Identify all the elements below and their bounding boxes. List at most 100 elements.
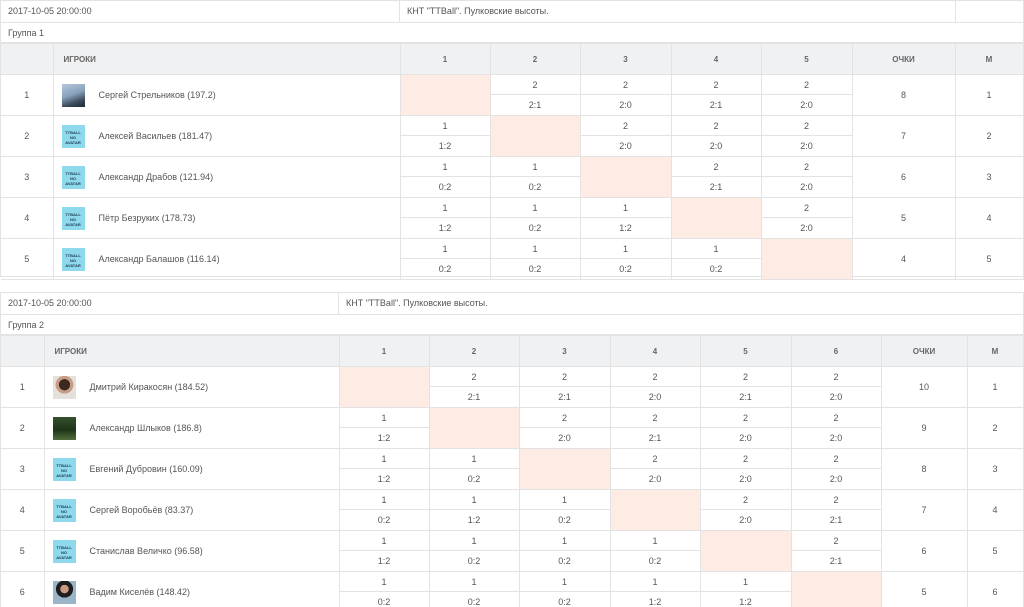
match-points: 1 — [429, 531, 519, 551]
match-result-cell: 1 0:2 — [399, 238, 491, 280]
player-points: 5 — [880, 571, 968, 607]
self-match-cell — [399, 74, 491, 116]
match-points: 2 — [580, 116, 671, 136]
header-opponent-1: 1 — [399, 43, 491, 75]
player-cell: Александр Шлыков (186.8) — [43, 407, 340, 449]
match-result-cell: 2 2:0 — [760, 115, 853, 157]
match-result-cell: 2 2:1 — [670, 74, 762, 116]
self-match-cell — [699, 530, 792, 572]
player-points: 9 — [880, 407, 968, 449]
player-cell: TTBALL NO AVATAR Сергей Воробьёв (83.37) — [43, 489, 340, 531]
player-number: 5 — [1, 238, 54, 280]
player-name[interactable]: Александр Балашов (116.14) — [98, 253, 220, 264]
match-score: 2:0 — [829, 392, 843, 402]
header-opponent-2: 2 — [428, 335, 520, 367]
match-result-cell: 2 2:0 — [760, 74, 853, 116]
player-points: 8 — [880, 448, 968, 490]
match-points: 2 — [761, 198, 852, 218]
table-row: 4 TTBALL NO AVATAR Пётр Безруких (178.73) 1 1:… — [1, 197, 1024, 239]
match-result-cell: 2 2:0 — [790, 366, 882, 408]
player-place: 3 — [966, 448, 1024, 490]
match-result-cell: 2 2:0 — [670, 115, 762, 157]
match-score: 0:2 — [648, 556, 662, 566]
header-opponent-6: 6 — [790, 335, 882, 367]
match-result-cell: 2 2:0 — [609, 366, 701, 408]
player-points: 10 — [880, 366, 968, 408]
player-name[interactable]: Вадим Киселёв (148.42) — [89, 586, 191, 597]
match-points: 2 — [610, 408, 700, 428]
match-points: 1 — [490, 239, 580, 259]
match-points: 1 — [339, 408, 429, 428]
player-name[interactable]: Алексей Васильев (181.47) — [98, 130, 213, 141]
match-score: 0:2 — [709, 264, 723, 274]
match-score: 1:2 — [739, 597, 752, 607]
player-name[interactable]: Пётр Безруких (178.73) — [98, 212, 196, 223]
avatar: TTBALL NO AVATAR — [61, 206, 85, 230]
header-opponent-1: 1 — [338, 335, 430, 367]
avatar: TTBALL NO AVATAR — [61, 124, 85, 148]
match-points: 2 — [490, 75, 580, 95]
match-score: 2:0 — [800, 182, 813, 192]
match-result-cell: 2 2:0 — [699, 489, 792, 531]
match-score: 0:2 — [558, 556, 571, 566]
table-row: 2 TTBALL NO AVATAR Алексей Васильев (181.47)… — [1, 115, 1024, 157]
header-opponent-3: 3 — [518, 335, 611, 367]
match-result-cell: 2 2:1 — [489, 74, 581, 116]
match-points: 1 — [429, 449, 519, 469]
player-name[interactable]: Александр Драбов (121.94) — [98, 171, 214, 182]
match-result-cell: 1 1:2 — [609, 571, 701, 607]
avatar: TTBALL NO AVATAR — [61, 247, 85, 271]
match-result-cell: 1 0:2 — [428, 448, 520, 490]
match-points: 1 — [490, 198, 580, 218]
match-points: 1 — [610, 531, 700, 551]
self-match-cell — [338, 366, 430, 408]
match-points: 2 — [700, 367, 791, 387]
match-points: 1 — [400, 157, 490, 177]
avatar-text: AVATAR — [65, 180, 81, 186]
match-result-cell: 1 0:2 — [518, 530, 611, 572]
avatar — [52, 580, 76, 604]
player-name[interactable]: Сергей Воробьёв (83.37) — [89, 504, 194, 515]
match-points: 1 — [429, 572, 519, 592]
player-name[interactable]: Сергей Стрельников (197.2) — [98, 89, 216, 100]
match-score: 2:1 — [709, 100, 723, 110]
player-number: 1 — [1, 74, 54, 116]
avatar-text: NO — [61, 508, 67, 514]
match-points: 2 — [580, 75, 671, 95]
match-points: 1 — [400, 239, 490, 259]
player-cell: TTBALL NO AVATAR Пётр Безруких (178.73) — [52, 197, 401, 239]
match-points: 2 — [610, 367, 700, 387]
match-result-cell: 2 2:1 — [790, 530, 882, 572]
match-score: 2:0 — [800, 100, 813, 110]
player-points: 6 — [851, 156, 956, 198]
player-number: 6 — [1, 571, 45, 607]
player-name[interactable]: Дмитрий Киракосян (184.52) — [89, 381, 209, 392]
match-score: 1:2 — [377, 433, 391, 443]
avatar-text: TTBALL — [65, 252, 81, 258]
player-place: 3 — [954, 156, 1024, 198]
avatar-text: NO — [70, 257, 76, 263]
player-cell: Дмитрий Киракосян (184.52) — [43, 366, 340, 408]
player-cell: TTBALL NO AVATAR Алексей Васильев (181.47) — [52, 115, 401, 157]
avatar-text: AVATAR — [65, 139, 81, 145]
table-row: 4 TTBALL NO AVATAR Сергей Воробьёв (83.37) 1 0… — [1, 489, 1024, 531]
player-cell: TTBALL NO AVATAR Александр Драбов (121.94) — [52, 156, 401, 198]
player-cell: Сергей Стрельников (197.2) — [52, 74, 401, 116]
player-name[interactable]: Станислав Величко (96.58) — [89, 545, 203, 556]
self-match-cell — [428, 407, 520, 449]
match-score: 0:2 — [558, 597, 571, 607]
avatar-text: NO — [61, 467, 67, 473]
match-points: 2 — [429, 367, 519, 387]
avatar-text: NO — [61, 549, 67, 555]
match-result-cell: 2 2:1 — [518, 366, 611, 408]
player-place: 5 — [966, 530, 1024, 572]
match-result-cell: 2 2:0 — [699, 448, 792, 490]
player-name[interactable]: Александр Шлыков (186.8) — [89, 422, 202, 433]
match-score: 2:1 — [467, 392, 481, 402]
avatar: TTBALL NO AVATAR — [52, 457, 76, 481]
match-score: 1:2 — [438, 141, 452, 151]
player-cell: TTBALL NO AVATAR Александр Балашов (116.14) — [52, 238, 401, 280]
player-name[interactable]: Евгений Дубровин (160.09) — [89, 463, 203, 474]
player-number: 2 — [1, 115, 54, 157]
match-score: 0:2 — [438, 264, 452, 274]
